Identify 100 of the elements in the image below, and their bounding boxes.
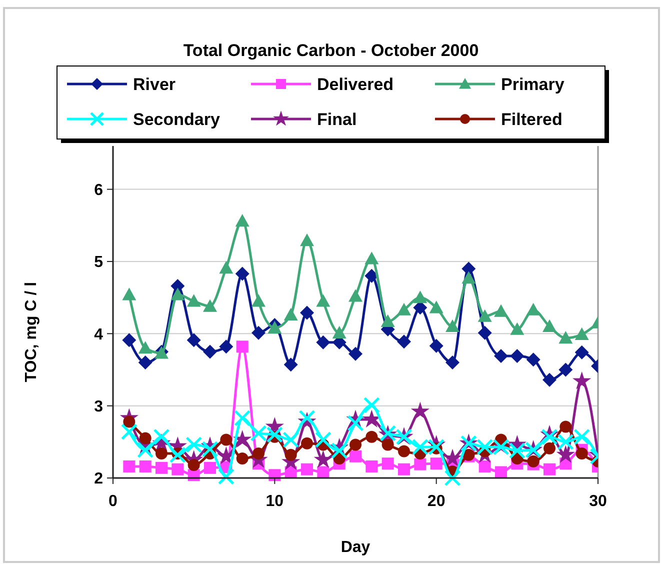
point	[284, 358, 298, 372]
legend-label: Filtered	[501, 110, 562, 129]
point	[362, 410, 381, 428]
point	[298, 410, 316, 426]
point	[494, 304, 508, 317]
point	[203, 299, 217, 312]
x-axis-title: Day	[340, 539, 370, 556]
point	[478, 460, 491, 472]
point	[560, 420, 572, 433]
point	[202, 440, 218, 458]
point	[572, 371, 592, 390]
point	[414, 458, 426, 470]
point	[137, 442, 154, 458]
point	[120, 424, 138, 440]
y-tick-label: 2	[94, 470, 104, 488]
point	[556, 445, 575, 463]
point	[314, 450, 332, 468]
point	[122, 288, 136, 300]
point	[252, 294, 266, 307]
point	[332, 326, 346, 339]
point	[443, 448, 462, 466]
point	[526, 302, 540, 316]
point	[558, 330, 573, 344]
point	[186, 333, 201, 348]
point	[301, 437, 313, 450]
point	[234, 410, 251, 426]
point	[284, 308, 298, 320]
point	[138, 341, 152, 354]
point	[413, 290, 428, 304]
point	[363, 396, 380, 414]
point	[494, 349, 508, 364]
x-tick-label: 30	[589, 493, 607, 510]
legend-label: River	[133, 74, 176, 94]
point	[462, 262, 476, 276]
legend-label: Final	[317, 110, 357, 129]
x-tick-label: 20	[427, 493, 446, 510]
point	[252, 326, 266, 340]
point	[218, 468, 234, 485]
point	[350, 438, 362, 451]
point	[300, 306, 314, 320]
point	[348, 289, 362, 302]
x-tick-label: 10	[266, 493, 284, 510]
point	[301, 463, 313, 476]
point	[139, 432, 152, 444]
point	[172, 463, 184, 476]
point	[314, 432, 332, 448]
point	[139, 460, 152, 472]
point	[123, 460, 136, 472]
point	[366, 460, 378, 472]
point	[544, 463, 556, 476]
point	[364, 252, 379, 264]
y-tick-label: 4	[94, 326, 104, 344]
point	[219, 340, 234, 354]
point	[317, 466, 330, 478]
point	[331, 442, 348, 459]
point	[430, 458, 442, 470]
legend-label: Delivered	[317, 74, 394, 94]
point	[169, 446, 186, 464]
point	[510, 349, 524, 364]
point	[138, 356, 152, 370]
point	[235, 214, 250, 227]
point	[220, 434, 232, 446]
y-tick-label: 5	[94, 254, 104, 272]
point	[282, 432, 300, 448]
point	[526, 352, 540, 367]
chart-title: Total Organic Carbon - October 2000	[183, 41, 479, 60]
point	[398, 463, 410, 476]
point	[574, 428, 590, 446]
point	[397, 302, 411, 316]
point	[203, 344, 217, 359]
point	[252, 447, 264, 460]
point	[429, 300, 444, 314]
point	[233, 430, 252, 448]
point	[574, 345, 589, 360]
point	[444, 470, 461, 486]
point	[364, 268, 379, 283]
point	[446, 319, 460, 332]
point	[316, 335, 330, 350]
point	[495, 466, 507, 478]
point	[510, 322, 524, 335]
point	[576, 447, 588, 460]
point	[122, 333, 136, 348]
point	[397, 334, 411, 349]
point	[156, 447, 168, 460]
point	[478, 326, 492, 340]
point	[186, 294, 201, 307]
point	[216, 446, 236, 464]
point	[300, 234, 314, 246]
point	[186, 436, 202, 454]
point	[410, 402, 430, 420]
point	[398, 445, 410, 458]
point	[382, 438, 394, 451]
y-axis-title: TOC, mg C / l	[23, 282, 40, 382]
point	[347, 414, 364, 432]
point	[542, 319, 556, 332]
point	[380, 314, 395, 327]
point	[446, 356, 460, 370]
point	[236, 340, 248, 353]
legend-label: Primary	[501, 74, 565, 94]
point	[544, 442, 556, 454]
